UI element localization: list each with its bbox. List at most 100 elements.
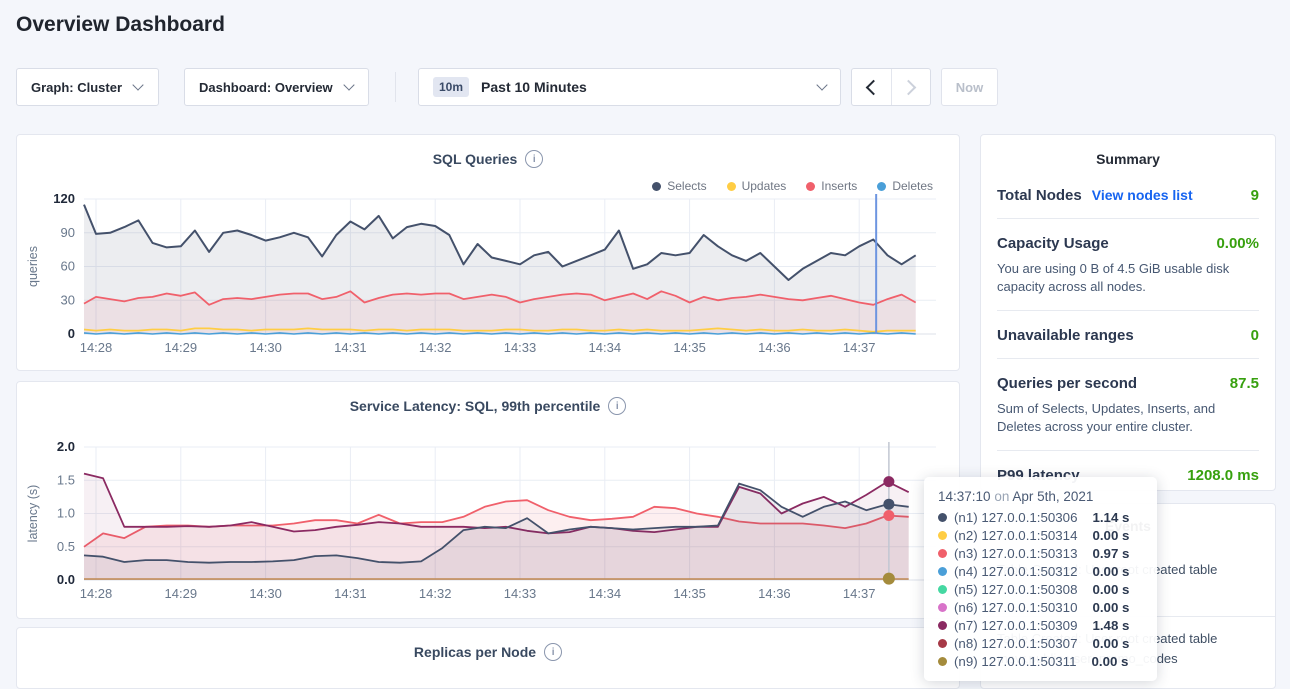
divider [997,358,1259,359]
y-axis-tick-label: 60 [61,259,75,274]
y-axis-tick-label: 120 [53,191,75,206]
x-axis-tick-label: 14:32 [419,340,452,355]
node-address: (n3) 127.0.0.1:50313 [954,545,1078,561]
summary-title: Summary [1096,151,1160,167]
node-latency-value: 0.00 s [1091,653,1129,669]
tooltip-node-row: (n4) 127.0.0.1:50312 0.00 s [938,562,1143,580]
x-axis-tick-label: 14:31 [334,340,367,355]
node-series-dot-icon [938,656,947,666]
dashboard-dropdown[interactable]: Dashboard: Overview [184,68,369,106]
series-area--n1-127-0-0-1-50306 [84,483,909,580]
tooltip-time: 14:37:10 [938,489,991,504]
legend-dot-icon [652,181,662,191]
info-icon[interactable]: i [525,150,544,168]
sql-queries-chart[interactable]: 14:28 14:29 14:30 14:31 14:32 14:33 14:34 14:35… [17,135,960,371]
info-icon[interactable]: i [544,643,563,661]
series-line-updates [83,327,916,333]
sql-queries-chart-card: SQL Queries i Selects Updates Inserts Delet… [16,134,960,371]
x-axis-tick-label: 14:31 [334,586,367,601]
total-nodes-row: Total Nodes View nodes list 9 [997,167,1259,204]
node-address: (n1) 127.0.0.1:50306 [954,509,1078,525]
series-area-inserts [84,291,916,334]
x-axis-tick-label: 14:36 [758,586,791,601]
service-latency-chart[interactable]: 14:28 14:29 14:30 14:31 14:32 14:33 14:34 14:35… [17,382,960,619]
series-line--n1-127-0-0-1-50306 [83,482,909,564]
legend-label: Deletes [892,179,933,193]
legend-label: Inserts [821,179,858,193]
x-axis-tick-label: 14:30 [249,586,282,601]
x-axis-tick-label: 14:33 [504,340,537,355]
node-series-dot-icon [938,584,947,594]
y-axis-tick-label: 0.5 [57,539,75,554]
queries-per-second-label: Queries per second [997,375,1138,392]
y-axis-tick-label: 0 [68,326,75,341]
hover-point-dot [883,476,895,488]
tooltip-node-row: (n2) 127.0.0.1:50314 0.00 s [938,526,1143,544]
x-axis-tick-label: 14:32 [419,586,452,601]
x-axis-tick-label: 14:34 [589,586,622,601]
x-axis-tick-label: 14:37 [843,340,876,355]
y-axis-tick-label: 90 [61,225,75,240]
tooltip-timestamp: 14:37:10 on Apr 5th, 2021 [938,489,1143,504]
graph-dropdown[interactable]: Graph: Cluster [16,68,159,106]
node-latency-value: 0.00 s [1092,527,1130,543]
p99-latency-value: 1208.0 ms [1187,467,1259,484]
y-axis-tick-label: 0.0 [57,572,75,587]
series-area--n7-127-0-0-1-50309 [84,473,909,580]
hover-point-dot [883,498,895,510]
capacity-usage-label: Capacity Usage [997,235,1109,252]
tooltip-node-row: (n1) 127.0.0.1:50306 1.14 s [938,508,1143,526]
tooltip-node-rows: (n1) 127.0.0.1:50306 1.14 s (n2) 127.0.0.1… [938,508,1143,670]
x-axis-tick-label: 14:34 [589,340,622,355]
summary-panel: Summary Total Nodes View nodes list 9 Ca… [980,134,1276,491]
node-latency-value: 0.00 s [1092,581,1130,597]
series-line-deletes [83,332,916,335]
x-axis-tick-label: 14:37 [843,586,876,601]
node-series-dot-icon [938,566,947,576]
divider [997,310,1259,311]
node-address: (n5) 127.0.0.1:50308 [954,581,1078,597]
y-axis-tick-label: 1.5 [57,472,75,487]
node-series-dot-icon [938,512,947,522]
time-range-dropdown[interactable]: 10m Past 10 Minutes [418,68,841,106]
info-icon[interactable]: i [608,397,627,415]
node-series-dot-icon [938,638,947,648]
y-axis-tick-label: 30 [61,292,75,307]
view-nodes-list-link[interactable]: View nodes list [1091,187,1193,203]
legend-item-deletes[interactable]: Deletes [877,179,933,193]
legend-item-selects[interactable]: Selects [652,179,707,193]
legend-label: Updates [741,179,787,193]
divider [997,218,1259,219]
tooltip-on-word: on [994,489,1010,504]
x-axis-tick-label: 14:35 [673,340,706,355]
now-button[interactable]: Now [941,68,998,106]
node-latency-value: 0.97 s [1092,545,1130,561]
unavailable-ranges-value: 0 [1250,327,1259,344]
service-latency-chart-card: Service Latency: SQL, 99th percentile i … [16,381,960,619]
time-nav-group [851,68,931,106]
time-range-badge: 10m [433,77,470,97]
x-axis-tick-label: 14:30 [249,340,282,355]
chevron-right-icon [900,79,917,95]
chart-hover-tooltip: 14:37:10 on Apr 5th, 2021 (n1) 127.0.0.1… [924,477,1157,681]
node-address: (n8) 127.0.0.1:50307 [954,635,1078,651]
y-axis-label: latency (s) [26,485,40,543]
y-axis-tick-label: 1.0 [57,506,75,521]
unavailable-ranges-row: Unavailable ranges 0 [997,311,1259,344]
legend-item-updates[interactable]: Updates [726,179,787,193]
replicas-per-node-chart-card: Replicas per Node i [16,627,960,689]
time-next-button[interactable] [890,69,931,105]
x-axis-tick-label: 14:29 [165,586,198,601]
tooltip-date: Apr 5th, 2021 [1012,489,1094,504]
legend-label: Selects [667,179,707,193]
legend-dot-icon [726,181,736,191]
time-prev-button[interactable] [852,69,891,105]
chevron-down-icon [132,79,144,91]
queries-per-second-row: Queries per second 87.5 [997,359,1259,392]
queries-per-second-value: 87.5 [1229,375,1259,392]
capacity-usage-description: You are using 0 B of 4.5 GiB usable disk… [997,261,1230,294]
tooltip-node-row: (n8) 127.0.0.1:50307 0.00 s [938,634,1143,652]
sql-queries-chart-title: SQL Queries i [17,150,959,168]
legend-item-inserts[interactable]: Inserts [806,179,857,193]
